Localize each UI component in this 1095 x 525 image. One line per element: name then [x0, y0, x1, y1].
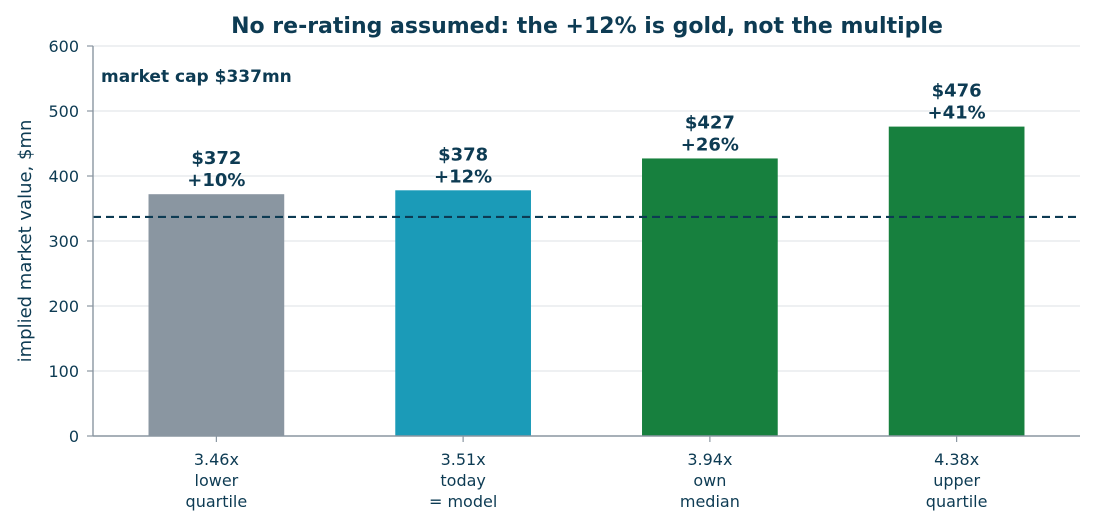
y-tick-label: 600	[48, 37, 79, 56]
x-tick-label: today	[440, 471, 486, 490]
market-cap-annotation: market cap $337mn	[101, 67, 292, 87]
y-tick-labels: 0 100 200 300 400 500 600	[48, 37, 79, 446]
x-tick-label: median	[680, 492, 740, 511]
y-tick-label: 0	[69, 427, 79, 446]
bar	[148, 194, 285, 436]
y-axis-label: implied market value, $mn	[15, 120, 36, 363]
bar-pct-label: +12%	[434, 166, 492, 187]
bar	[642, 158, 778, 436]
y-tick-label: 200	[48, 297, 79, 316]
bar-pct-label: +41%	[928, 103, 986, 124]
x-tick-label: 3.46x	[194, 450, 239, 469]
bar-value-label: $476	[932, 81, 982, 102]
x-tick-label: upper	[933, 471, 980, 490]
x-tick-label: 3.51x	[441, 450, 486, 469]
bar-pct-label: +26%	[681, 134, 739, 155]
x-tick-label: quartile	[186, 492, 248, 511]
bar-value-label: $372	[191, 148, 241, 169]
x-tick-label: 3.94x	[687, 450, 732, 469]
bar	[888, 126, 1025, 436]
y-tick-label: 500	[48, 102, 79, 121]
bar-value-label: $378	[438, 144, 488, 165]
bar-value-label: $427	[685, 112, 735, 133]
axes	[87, 45, 1080, 442]
bar	[395, 190, 531, 436]
bars	[148, 126, 1025, 436]
bar-pct-label: +10%	[187, 170, 245, 191]
y-tick-label: 300	[48, 232, 79, 251]
x-tick-label: own	[693, 471, 726, 490]
y-tick-label: 400	[48, 167, 79, 186]
x-tick-label: quartile	[926, 492, 988, 511]
data-labels: $372+10% $378+12% $427+26% $476+41%	[187, 81, 985, 192]
x-tick-labels: 3.46x lower quartile 3.51x today = model 3.94x…	[186, 450, 988, 511]
x-tick-label: = model	[429, 492, 497, 511]
x-tick-label: lower	[195, 471, 239, 490]
chart-title: No re-rating assumed: the +12% is gold, …	[231, 14, 943, 39]
x-tick-label: 4.38x	[934, 450, 979, 469]
y-tick-label: 100	[48, 362, 79, 381]
